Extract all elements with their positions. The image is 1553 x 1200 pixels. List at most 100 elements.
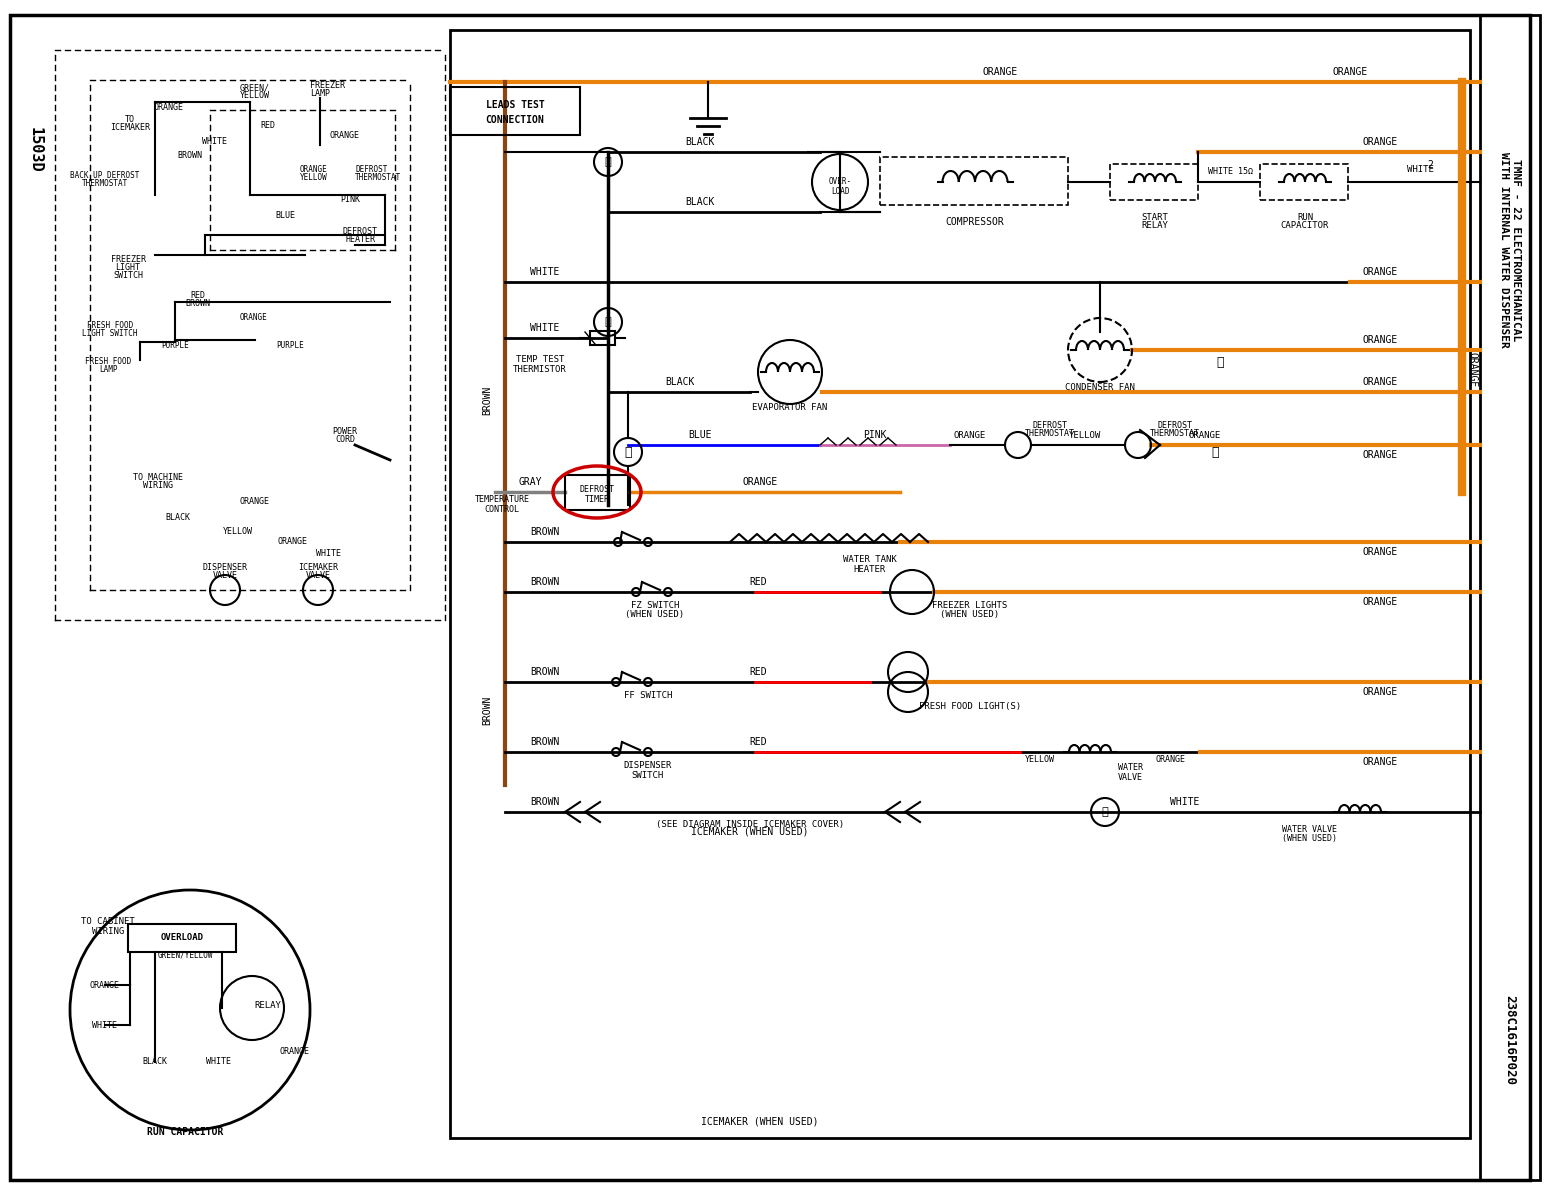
Text: SWITCH: SWITCH [632,770,665,780]
Text: DEFROST: DEFROST [1033,420,1067,430]
Text: ORANGE: ORANGE [1362,377,1398,386]
Text: (SEE DIAGRAM INSIDE ICEMAKER COVER): (SEE DIAGRAM INSIDE ICEMAKER COVER) [655,821,845,829]
Text: ICEMAKER (WHEN USED): ICEMAKER (WHEN USED) [691,827,809,838]
Text: PINK: PINK [340,196,360,204]
Text: ②: ② [624,445,632,458]
Text: RED: RED [749,737,767,746]
Text: WATER TANK: WATER TANK [843,556,898,564]
Text: ORANGE: ORANGE [1362,547,1398,557]
Text: GREEN/: GREEN/ [241,84,270,92]
Bar [1259,164,1348,200]
Text: ORANGE: ORANGE [1362,450,1398,460]
Text: ORANGE: ORANGE [1155,756,1185,764]
Text: ①: ① [1101,806,1109,817]
Text: BLACK: BLACK [143,1057,168,1067]
Text: (WHEN USED): (WHEN USED) [941,611,1000,619]
Text: DISPENSER: DISPENSER [202,563,247,571]
Text: TO MACHINE: TO MACHINE [134,474,183,482]
Text: PINK: PINK [863,430,887,440]
Text: BROWN: BROWN [530,667,559,677]
Text: POWER: POWER [332,427,357,437]
Text: START: START [1141,214,1168,222]
Text: THERMOSTAT: THERMOSTAT [1025,430,1075,438]
Bar [590,331,615,346]
Text: PURPLE: PURPLE [276,341,304,349]
Text: 238C1616P020: 238C1616P020 [1503,995,1516,1085]
Text: THERMOSTAT: THERMOSTAT [1151,430,1200,438]
Text: ORANGE: ORANGE [1362,596,1398,607]
Text: HEATER: HEATER [854,565,887,575]
Text: OVER-: OVER- [828,178,851,186]
Text: WHITE: WHITE [205,1057,230,1067]
Text: DEFROST: DEFROST [579,486,615,494]
Text: (WHEN USED): (WHEN USED) [1283,834,1337,842]
Text: TO CABINET: TO CABINET [81,918,135,926]
Text: ④: ④ [1216,355,1224,368]
Text: RELAY: RELAY [255,1001,281,1009]
Text: ⑤: ⑤ [1211,445,1219,458]
Text: BROWN: BROWN [177,151,202,161]
Text: ⑥: ⑥ [604,317,612,326]
Text: TEMPERATURE: TEMPERATURE [475,496,530,504]
Text: HEATER: HEATER [345,235,374,245]
Text: (WHEN USED): (WHEN USED) [626,611,685,619]
Text: CONDENSER FAN: CONDENSER FAN [1065,384,1135,392]
Text: BROWN: BROWN [530,577,559,587]
Text: YELLOW: YELLOW [224,528,253,536]
Text: BLACK: BLACK [665,377,694,386]
Text: FREEZER LIGHTS: FREEZER LIGHTS [932,601,1008,611]
Text: TO: TO [124,115,135,125]
Text: DISPENSER: DISPENSER [624,762,672,770]
Text: BLACK: BLACK [685,137,714,146]
Text: ORANGE: ORANGE [742,476,778,487]
Text: RED: RED [749,667,767,677]
Text: BLUE: BLUE [688,430,711,440]
Text: WHITE: WHITE [315,550,340,558]
Text: LOAD: LOAD [831,187,849,197]
Text: THERMISTOR: THERMISTOR [512,366,567,374]
Text: BACK UP DEFROST: BACK UP DEFROST [70,170,140,180]
Text: FREEZER: FREEZER [110,256,146,264]
Text: YELLOW: YELLOW [241,91,270,101]
Text: BROWN: BROWN [481,695,492,725]
Text: CONTROL: CONTROL [485,504,520,514]
Text: WATER VALVE: WATER VALVE [1283,826,1337,834]
Text: WHITE: WHITE [1407,166,1433,174]
Text: RED: RED [261,121,275,131]
Bar [1110,164,1197,200]
Text: DEFROST: DEFROST [356,166,387,174]
Text: TEMP TEST: TEMP TEST [516,355,564,365]
Text: BROWN: BROWN [185,299,211,307]
Text: FZ SWITCH: FZ SWITCH [631,601,679,611]
Text: WIRING: WIRING [92,928,124,936]
Text: ORANGE: ORANGE [1468,353,1478,388]
Text: ORANGE: ORANGE [90,980,120,990]
Text: FRESH FOOD: FRESH FOOD [87,320,134,330]
Text: BLUE: BLUE [275,210,295,220]
Bar [450,86,579,134]
Text: WHITE 15Ω: WHITE 15Ω [1208,168,1253,176]
Text: LAMP: LAMP [99,366,116,374]
Text: LIGHT SWITCH: LIGHT SWITCH [82,329,138,337]
Text: GREEN/YELLOW: GREEN/YELLOW [157,950,213,960]
Bar [127,924,236,952]
Text: LAMP: LAMP [311,90,329,98]
Text: BROWN: BROWN [530,797,559,806]
Text: ICEMAKER: ICEMAKER [298,563,339,571]
Text: 1503D: 1503D [28,127,42,173]
Text: PURPLE: PURPLE [162,341,189,349]
Text: RED: RED [191,290,205,300]
Text: GRAY: GRAY [519,476,542,487]
Text: EVAPORATOR FAN: EVAPORATOR FAN [752,403,828,413]
Text: FRESH FOOD LIGHT(S): FRESH FOOD LIGHT(S) [919,702,1020,710]
Text: TIMER: TIMER [584,496,609,504]
Text: ICEMAKER (WHEN USED): ICEMAKER (WHEN USED) [702,1117,818,1127]
Text: OVERLOAD: OVERLOAD [160,934,203,942]
Text: WHITE: WHITE [530,266,559,277]
Text: CAPACITOR: CAPACITOR [1281,222,1329,230]
Bar [450,30,1471,1138]
Text: YELLOW: YELLOW [300,174,328,182]
Text: CORD: CORD [335,436,356,444]
Text: ORANGE: ORANGE [1362,686,1398,697]
Text: WHITE: WHITE [93,1020,118,1030]
